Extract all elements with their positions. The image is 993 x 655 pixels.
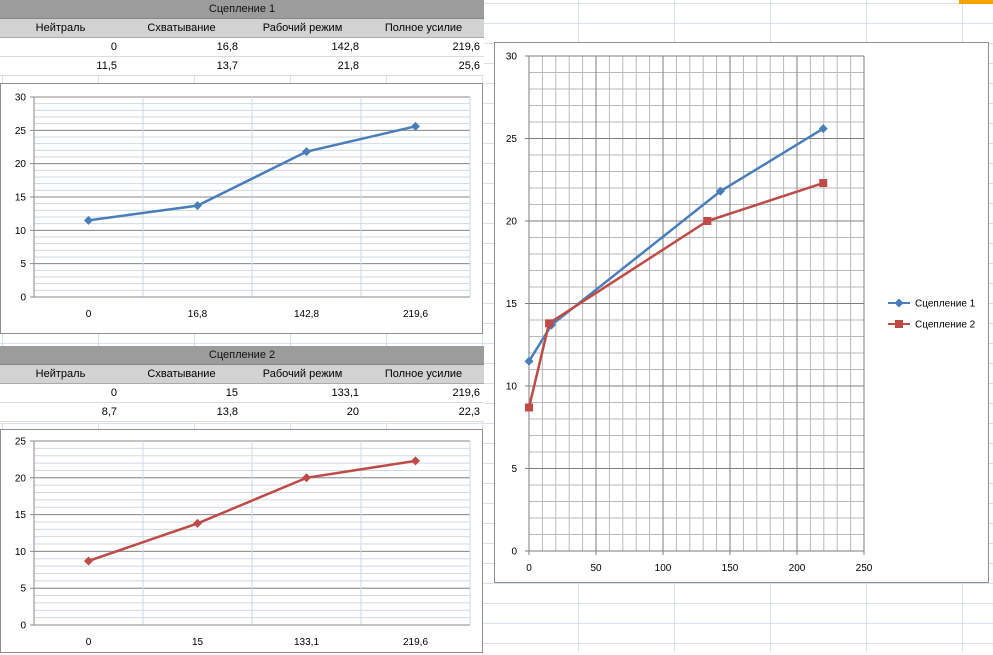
- data-point: [84, 556, 93, 566]
- table-cell[interactable]: 16,8: [216, 41, 238, 53]
- y-tick-label: 5: [20, 259, 26, 270]
- y-tick-label: 30: [15, 93, 27, 104]
- table-cell[interactable]: 21,8: [337, 60, 359, 72]
- table-cell[interactable]: 15: [225, 387, 238, 399]
- table-cell[interactable]: 219,6: [452, 41, 480, 53]
- series-line: [88, 459, 416, 563]
- x-tick-label: 150: [722, 563, 739, 574]
- series-line: [527, 181, 824, 408]
- table-row-y: 8,7 13,8 20 22,3: [0, 403, 484, 422]
- y-tick-label: 10: [15, 226, 27, 237]
- table-row-x: 0 16,8 142,8 219,6: [0, 38, 484, 57]
- data-point: [819, 179, 828, 188]
- scatter-chart-svg: 0 50 100 150 200 250 0 5 10 15 20 25 30 Сцепление 1 Сц…: [506, 52, 976, 575]
- table-row-y: 11,5 13,7 21,8 25,6: [0, 57, 484, 76]
- data-table-2: Сцепление 2 Нейтраль Схватывание Рабочий…: [0, 346, 484, 422]
- x-tick-label: 15: [192, 637, 204, 648]
- legend-swatch-marker: [895, 320, 903, 328]
- legend-swatch-marker: [894, 298, 904, 308]
- data-point: [411, 121, 420, 131]
- y-tick-label: 25: [15, 437, 27, 448]
- data-point: [524, 356, 534, 366]
- x-tick-label: 0: [86, 309, 92, 320]
- line-chart-1[interactable]: 0 5 10 15 20 25 30 0 16,8 142,8 219,6: [0, 83, 483, 334]
- y-tick-label: 0: [511, 547, 517, 558]
- y-tick-label: 5: [511, 464, 517, 475]
- y-tick-label: 25: [506, 134, 518, 145]
- x-tick-label: 0: [526, 563, 532, 574]
- y-tick-label: 20: [15, 473, 27, 484]
- header-cell[interactable]: Схватывание: [147, 368, 216, 380]
- x-tick-label: 100: [655, 563, 672, 574]
- y-tick-label: 0: [20, 621, 26, 632]
- line-chart-2[interactable]: 0 5 10 15 20 25 0 15 133,1 219,6: [0, 429, 483, 653]
- x-tick-label: 50: [590, 563, 602, 574]
- table-header-row: Нейтраль Схватывание Рабочий режим Полно…: [0, 19, 484, 38]
- data-table-1: Сцепление 1 Нейтраль Схватывание Рабочий…: [0, 0, 484, 76]
- table-cell[interactable]: 13,8: [216, 406, 238, 418]
- data-point: [193, 201, 202, 211]
- data-point: [703, 217, 712, 225]
- data-point: [84, 215, 93, 225]
- table-cell[interactable]: 22,3: [458, 406, 480, 418]
- y-tick-label: 5: [20, 584, 26, 595]
- scatter-chart[interactable]: 0 50 100 150 200 250 0 5 10 15 20 25 30 Сцепление 1 Сц…: [494, 42, 989, 583]
- table-cell[interactable]: 0: [110, 41, 117, 53]
- header-cell[interactable]: Полное усилие: [384, 22, 463, 34]
- table-row-x: 0 15 133,1 219,6: [0, 384, 484, 403]
- table-header-row: Нейтраль Схватывание Рабочий режим Полно…: [0, 365, 484, 384]
- data-point: [715, 186, 725, 196]
- y-tick-label: 15: [15, 193, 27, 204]
- table-cell[interactable]: 219,6: [452, 387, 480, 399]
- legend-label: Сцепление 1: [915, 299, 976, 310]
- data-point: [818, 124, 828, 134]
- table-cell[interactable]: 0: [110, 387, 117, 399]
- x-tick-label: 200: [789, 563, 806, 574]
- x-tick-label: 219,6: [403, 309, 428, 320]
- table-cell[interactable]: 25,6: [458, 60, 480, 72]
- table-cell[interactable]: 20: [346, 406, 359, 418]
- window-accent-corner: [959, 0, 993, 4]
- y-tick-label: 15: [506, 299, 518, 310]
- data-point: [193, 518, 202, 528]
- y-tick-label: 20: [15, 159, 27, 170]
- x-tick-label: 0: [86, 637, 92, 648]
- legend-label: Сцепление 2: [915, 320, 976, 331]
- line-chart-1-svg: 0 5 10 15 20 25 30 0 16,8 142,8 219,6: [15, 93, 471, 320]
- header-cell[interactable]: Полное усилие: [384, 368, 463, 380]
- table-cell[interactable]: 8,7: [101, 406, 117, 418]
- table-cell[interactable]: 11,5: [96, 60, 117, 72]
- header-cell[interactable]: Рабочий режим: [262, 368, 343, 380]
- data-point: [302, 473, 311, 483]
- x-tick-label: 250: [856, 563, 873, 574]
- series-line: [527, 127, 824, 362]
- table-title: Сцепление 1: [0, 0, 484, 19]
- y-tick-label: 20: [506, 217, 518, 228]
- line-chart-2-svg: 0 5 10 15 20 25 0 15 133,1 219,6: [15, 437, 471, 648]
- y-tick-label: 10: [15, 547, 27, 558]
- y-tick-label: 0: [20, 293, 26, 304]
- header-cell[interactable]: Рабочий режим: [262, 22, 343, 34]
- table-cell[interactable]: 133,1: [331, 387, 359, 399]
- y-tick-label: 10: [506, 382, 518, 393]
- data-point: [545, 319, 554, 328]
- x-tick-label: 133,1: [294, 637, 319, 648]
- x-tick-label: 219,6: [403, 637, 428, 648]
- table-cell[interactable]: 13,7: [216, 60, 238, 72]
- y-tick-label: 25: [15, 126, 27, 137]
- table-cell[interactable]: 142,8: [331, 41, 359, 53]
- series-line: [88, 125, 416, 222]
- header-cell[interactable]: Схватывание: [147, 22, 216, 34]
- x-tick-label: 16,8: [188, 309, 208, 320]
- y-tick-label: 30: [506, 52, 518, 63]
- header-cell[interactable]: Нейтраль: [35, 22, 86, 34]
- data-point: [525, 403, 533, 412]
- data-point: [302, 147, 311, 157]
- table-title: Сцепление 2: [0, 346, 484, 365]
- data-point: [411, 456, 420, 466]
- x-tick-label: 142,8: [294, 309, 319, 320]
- y-tick-label: 15: [15, 510, 27, 521]
- header-cell[interactable]: Нейтраль: [35, 368, 86, 380]
